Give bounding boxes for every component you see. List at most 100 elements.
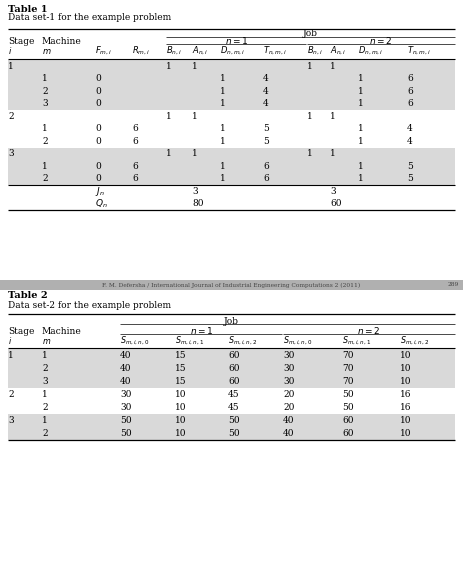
Text: 289: 289 xyxy=(448,283,459,287)
Bar xyxy=(8,173,455,185)
Text: F. M. Defersha / International Journal of Industrial Engineering Computations 2 : F. M. Defersha / International Journal o… xyxy=(102,283,360,288)
Text: 5: 5 xyxy=(263,124,269,133)
Bar xyxy=(8,135,455,147)
Text: Table 1: Table 1 xyxy=(8,5,48,13)
Text: 3: 3 xyxy=(42,99,48,108)
Text: $D_{n,m,i}$: $D_{n,m,i}$ xyxy=(220,45,245,57)
Text: 30: 30 xyxy=(120,390,131,399)
Text: 6: 6 xyxy=(132,161,138,171)
Text: 30: 30 xyxy=(283,351,294,360)
Text: 6: 6 xyxy=(407,99,413,108)
Text: Data set-1 for the example problem: Data set-1 for the example problem xyxy=(8,13,171,22)
Text: 0: 0 xyxy=(95,99,101,108)
Text: 50: 50 xyxy=(228,416,240,425)
Text: $i$: $i$ xyxy=(8,336,12,346)
Text: $m$: $m$ xyxy=(42,46,51,56)
Text: 1: 1 xyxy=(330,62,336,71)
Text: $S_{m,i,n,2}$: $S_{m,i,n,2}$ xyxy=(228,335,257,347)
Text: 1: 1 xyxy=(220,124,226,133)
Text: 80: 80 xyxy=(192,199,204,208)
Text: 20: 20 xyxy=(283,390,294,399)
Text: 3: 3 xyxy=(8,149,13,159)
Text: 0: 0 xyxy=(95,124,101,133)
Text: 6: 6 xyxy=(407,87,413,96)
Text: 10: 10 xyxy=(400,377,412,386)
Bar xyxy=(8,388,455,401)
Text: 1: 1 xyxy=(42,161,48,171)
Text: $n = 2$: $n = 2$ xyxy=(357,325,381,336)
Text: 1: 1 xyxy=(8,62,14,71)
Text: $m$: $m$ xyxy=(42,336,51,346)
Text: 1: 1 xyxy=(358,87,364,96)
Text: 50: 50 xyxy=(342,403,354,412)
Text: 30: 30 xyxy=(283,377,294,386)
Text: 2: 2 xyxy=(42,137,48,146)
Text: 1: 1 xyxy=(42,124,48,133)
Text: 3: 3 xyxy=(42,377,48,386)
Text: 1: 1 xyxy=(358,99,364,108)
Text: 40: 40 xyxy=(120,351,131,360)
Text: $A_{n,i}$: $A_{n,i}$ xyxy=(330,45,346,57)
Text: 20: 20 xyxy=(283,403,294,412)
Text: $i$: $i$ xyxy=(8,46,13,57)
Text: $n = 1$: $n = 1$ xyxy=(225,36,248,46)
Bar xyxy=(8,60,455,73)
Text: 1: 1 xyxy=(220,74,226,83)
Text: 1: 1 xyxy=(358,74,364,83)
Text: 1: 1 xyxy=(220,99,226,108)
Text: Job: Job xyxy=(303,29,318,39)
Text: 1: 1 xyxy=(166,149,172,159)
Text: 1: 1 xyxy=(358,161,364,171)
Text: 5: 5 xyxy=(407,174,413,183)
Text: 2: 2 xyxy=(8,112,13,121)
Text: Data set-2 for the example problem: Data set-2 for the example problem xyxy=(8,301,171,309)
Text: $F_{m,i}$: $F_{m,i}$ xyxy=(95,45,112,57)
Text: 5: 5 xyxy=(407,161,413,171)
Bar xyxy=(8,198,455,210)
Text: Machine: Machine xyxy=(42,36,82,46)
Text: 1: 1 xyxy=(307,112,313,121)
Text: 1: 1 xyxy=(220,137,226,146)
Text: 4: 4 xyxy=(407,124,413,133)
Text: 5: 5 xyxy=(263,137,269,146)
Text: 16: 16 xyxy=(400,403,412,412)
Text: Table 2: Table 2 xyxy=(8,291,48,301)
Text: 4: 4 xyxy=(407,137,413,146)
Text: 6: 6 xyxy=(263,174,269,183)
Bar xyxy=(8,362,455,375)
Text: 1: 1 xyxy=(220,87,226,96)
Text: 1: 1 xyxy=(307,149,313,159)
Bar xyxy=(8,427,455,440)
Text: 2: 2 xyxy=(42,364,48,373)
Text: 6: 6 xyxy=(132,124,138,133)
Text: 45: 45 xyxy=(228,390,240,399)
Bar xyxy=(8,73,455,85)
Text: 4: 4 xyxy=(263,87,269,96)
Text: $J_n$: $J_n$ xyxy=(95,185,105,198)
Text: 60: 60 xyxy=(228,351,239,360)
Text: $R_{m,i}$: $R_{m,i}$ xyxy=(132,45,150,57)
Text: 15: 15 xyxy=(175,364,187,373)
Text: 10: 10 xyxy=(400,364,412,373)
Text: $T_{n,m,i}$: $T_{n,m,i}$ xyxy=(263,45,287,57)
Bar xyxy=(8,401,455,414)
Text: 1: 1 xyxy=(358,124,364,133)
Text: $B_{n,i}$: $B_{n,i}$ xyxy=(307,45,323,57)
Text: 40: 40 xyxy=(120,364,131,373)
Text: 50: 50 xyxy=(120,429,131,438)
Text: 3: 3 xyxy=(192,187,198,196)
Text: 1: 1 xyxy=(307,62,313,71)
Text: 50: 50 xyxy=(120,416,131,425)
Text: 3: 3 xyxy=(330,187,336,196)
Text: 40: 40 xyxy=(283,416,294,425)
Text: $A_{n,i}$: $A_{n,i}$ xyxy=(192,45,208,57)
Bar xyxy=(0,280,463,290)
Text: 1: 1 xyxy=(166,112,172,121)
Bar xyxy=(8,414,455,427)
Text: 2: 2 xyxy=(42,403,48,412)
Text: 2: 2 xyxy=(42,174,48,183)
Text: 70: 70 xyxy=(342,364,353,373)
Text: 1: 1 xyxy=(192,149,198,159)
Text: $n = 1$: $n = 1$ xyxy=(190,325,213,336)
Text: 15: 15 xyxy=(175,351,187,360)
